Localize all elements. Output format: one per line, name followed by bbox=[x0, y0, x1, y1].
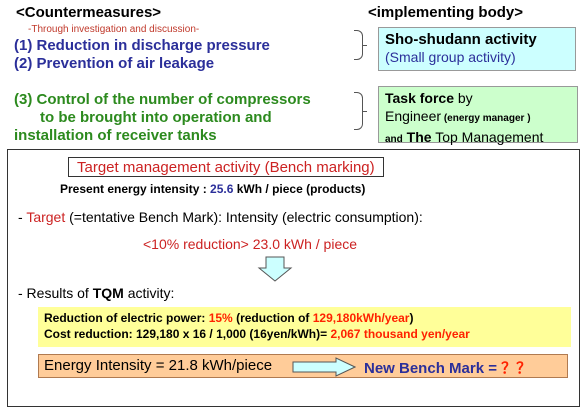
target-line: - Target (=tentative Bench Mark): Intens… bbox=[18, 209, 423, 225]
target-dash: - bbox=[18, 209, 27, 225]
target-management-box: Target management activity (Bench markin… bbox=[68, 157, 384, 177]
power-value: 129,180kWh/year bbox=[312, 311, 410, 325]
task-force-line1: Task force by bbox=[385, 89, 571, 107]
task-force-line3: and The Top Management bbox=[385, 128, 571, 149]
countermeasures-heading: <Countermeasures> bbox=[16, 4, 162, 21]
power-mid: (reduction of bbox=[232, 311, 313, 325]
task-force-by: by bbox=[454, 90, 473, 106]
task-force-line2: Engineer (energy manager ) bbox=[385, 107, 571, 128]
task-force-box: Task force by Engineer (energy manager )… bbox=[378, 86, 578, 145]
sho-shudann-box: Sho-shudann activity (Small group activi… bbox=[378, 27, 576, 71]
implementing-body-heading: <implementing body> bbox=[368, 4, 524, 21]
present-unit: kWh / piece (products) bbox=[233, 182, 366, 196]
the-label: The bbox=[402, 129, 432, 145]
reduction-target: <10% reduction> 23.0 kWh / piece bbox=[143, 236, 358, 252]
power-percent: 15% bbox=[208, 311, 233, 325]
investigation-note: -Through investigation and discussion- bbox=[28, 24, 200, 35]
cost-value: 2,067 thousand yen/year bbox=[330, 327, 470, 341]
right-arrow-icon bbox=[292, 357, 356, 377]
results-suffix: activity: bbox=[123, 285, 175, 301]
sho-shudann-title: Sho-shudann activity bbox=[385, 31, 537, 48]
cost-reduction-row: Cost reduction: 129,180 x 16 / 1,000 (16… bbox=[44, 326, 565, 342]
tqm-label: TQM bbox=[92, 285, 124, 301]
present-label: Present energy intensity : bbox=[60, 182, 211, 196]
results-prefix: - Results of bbox=[18, 285, 93, 301]
countermeasure-3-line1: (3) Control of the number of compressors bbox=[14, 91, 311, 108]
brace-icon bbox=[354, 30, 367, 60]
present-value: 25.6 bbox=[210, 182, 234, 196]
target-label: Target bbox=[26, 209, 66, 225]
power-end: ) bbox=[409, 311, 414, 325]
brace-icon bbox=[354, 92, 367, 130]
sho-shudann-subtitle: (Small group activity) bbox=[385, 49, 516, 65]
countermeasure-3-line2: to be brought into operation and bbox=[40, 109, 272, 126]
power-label: Reduction of electric power: bbox=[44, 311, 209, 325]
countermeasure-3-line3: installation of receiver tanks bbox=[14, 127, 217, 144]
new-bench-mark: New Bench Mark = ？？ bbox=[364, 357, 531, 378]
down-arrow-icon bbox=[257, 256, 293, 282]
cost-label: Cost reduction: 129,180 x 16 / 1,000 (16… bbox=[44, 327, 331, 341]
present-energy-intensity: Present energy intensity : 25.6 kWh / pi… bbox=[60, 182, 365, 196]
energy-intensity-result: Energy Intensity = 21.8 kWh/piece bbox=[44, 357, 273, 374]
new-bench-mark-label: New Bench Mark = bbox=[364, 360, 502, 377]
countermeasure-2: (2) Prevention of air leakage bbox=[14, 55, 215, 72]
top-management-label: Top Management bbox=[431, 129, 544, 145]
target-rest: (=tentative Bench Mark): Intensity (elec… bbox=[65, 209, 423, 225]
engineer-label: Engineer bbox=[385, 108, 442, 124]
results-line: - Results of TQM activity: bbox=[18, 285, 174, 301]
energy-manager-label: (energy manager ) bbox=[441, 113, 531, 124]
and-label: and bbox=[385, 134, 403, 145]
task-force-title: Task force bbox=[385, 90, 454, 106]
power-reduction-row: Reduction of electric power: 15% (reduct… bbox=[44, 310, 565, 326]
new-bench-mark-qmarks: ？？ bbox=[501, 360, 532, 377]
countermeasure-1: (1) Reduction in discharge pressure bbox=[14, 37, 270, 54]
results-summary-box: Reduction of electric power: 15% (reduct… bbox=[38, 307, 571, 347]
